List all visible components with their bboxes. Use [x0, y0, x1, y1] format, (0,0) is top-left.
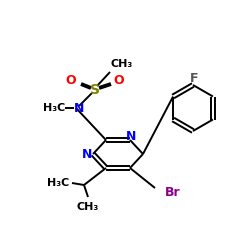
Text: H₃C: H₃C — [43, 103, 65, 113]
Text: N: N — [82, 148, 92, 160]
Text: H₃C: H₃C — [47, 178, 69, 188]
Text: O: O — [114, 74, 124, 86]
Text: O: O — [66, 74, 76, 86]
Text: S: S — [90, 83, 100, 97]
Text: CH₃: CH₃ — [111, 59, 133, 69]
Text: F: F — [190, 72, 198, 85]
Text: Br: Br — [165, 186, 180, 198]
Text: N: N — [74, 102, 84, 114]
Text: CH₃: CH₃ — [77, 202, 99, 212]
Text: N: N — [126, 130, 136, 142]
